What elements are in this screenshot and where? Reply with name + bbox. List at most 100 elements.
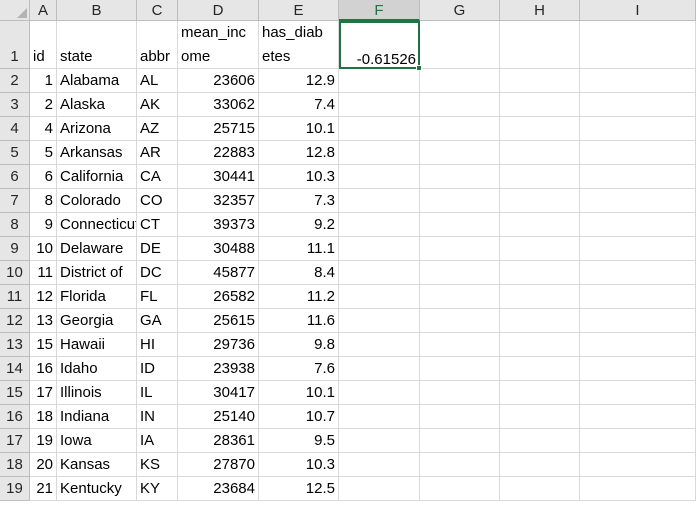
cell-mean-income[interactable]: 25140 — [178, 405, 259, 429]
fill-handle[interactable] — [416, 65, 422, 71]
row-header-4[interactable]: 4 — [0, 117, 30, 141]
empty-cell[interactable] — [580, 117, 696, 141]
cell-has-diabetes[interactable]: 10.1 — [259, 381, 339, 405]
cell-id[interactable]: 6 — [30, 165, 57, 189]
empty-cell[interactable] — [500, 189, 580, 213]
empty-cell[interactable] — [420, 21, 500, 69]
cell-abbr[interactable]: HI — [137, 333, 178, 357]
cell-state[interactable]: Connecticut — [57, 213, 137, 237]
empty-cell[interactable] — [500, 309, 580, 333]
cell-state[interactable]: Florida — [57, 285, 137, 309]
cell-mean-income[interactable]: 30488 — [178, 237, 259, 261]
empty-cell[interactable] — [500, 381, 580, 405]
empty-cell[interactable] — [580, 405, 696, 429]
cell-state[interactable]: Arizona — [57, 117, 137, 141]
cell-mean-income[interactable]: 25715 — [178, 117, 259, 141]
row-header-1[interactable]: 1 — [0, 21, 30, 69]
cell-id[interactable]: 8 — [30, 189, 57, 213]
cell-state[interactable]: Delaware — [57, 237, 137, 261]
row-header-14[interactable]: 14 — [0, 357, 30, 381]
empty-cell[interactable] — [500, 333, 580, 357]
cell-id[interactable]: 2 — [30, 93, 57, 117]
empty-cell[interactable] — [339, 453, 420, 477]
cell-mean-income[interactable]: 32357 — [178, 189, 259, 213]
cell-mean-income[interactable]: 27870 — [178, 453, 259, 477]
empty-cell[interactable] — [420, 213, 500, 237]
cell-abbr[interactable]: AR — [137, 141, 178, 165]
empty-cell[interactable] — [339, 117, 420, 141]
empty-cell[interactable] — [500, 285, 580, 309]
empty-cell[interactable] — [500, 429, 580, 453]
select-all-button[interactable] — [0, 0, 30, 21]
empty-cell[interactable] — [500, 213, 580, 237]
empty-cell[interactable] — [580, 165, 696, 189]
row-header-9[interactable]: 9 — [0, 237, 30, 261]
cell-state[interactable]: Kentucky — [57, 477, 137, 501]
cell-id[interactable]: 19 — [30, 429, 57, 453]
cell-abbr[interactable]: FL — [137, 285, 178, 309]
empty-cell[interactable] — [339, 237, 420, 261]
cell-has-diabetes[interactable]: 10.1 — [259, 117, 339, 141]
cell-id[interactable]: 17 — [30, 381, 57, 405]
empty-cell[interactable] — [420, 69, 500, 93]
column-header-f[interactable]: F — [339, 0, 420, 21]
cell-state[interactable]: Idaho — [57, 357, 137, 381]
cell-id[interactable]: 12 — [30, 285, 57, 309]
row-header-11[interactable]: 11 — [0, 285, 30, 309]
row-header-13[interactable]: 13 — [0, 333, 30, 357]
empty-cell[interactable] — [500, 141, 580, 165]
empty-cell[interactable] — [500, 93, 580, 117]
empty-cell[interactable] — [339, 141, 420, 165]
empty-cell[interactable] — [420, 429, 500, 453]
empty-cell[interactable] — [420, 333, 500, 357]
row-header-17[interactable]: 17 — [0, 429, 30, 453]
empty-cell[interactable] — [339, 165, 420, 189]
row-header-19[interactable]: 19 — [0, 477, 30, 501]
empty-cell[interactable] — [580, 69, 696, 93]
row-header-18[interactable]: 18 — [0, 453, 30, 477]
row-header-6[interactable]: 6 — [0, 165, 30, 189]
column-header-d[interactable]: D — [178, 0, 259, 21]
cell-abbr[interactable]: DC — [137, 261, 178, 285]
cell-abbr[interactable]: KY — [137, 477, 178, 501]
cell-has-diabetes[interactable]: 9.5 — [259, 429, 339, 453]
cell-has-diabetes[interactable]: 9.8 — [259, 333, 339, 357]
empty-cell[interactable] — [580, 333, 696, 357]
empty-cell[interactable] — [580, 141, 696, 165]
cell-has-diabetes[interactable]: 8.4 — [259, 261, 339, 285]
empty-cell[interactable] — [500, 237, 580, 261]
header-cell-mean-income[interactable]: mean_inc ome — [178, 21, 259, 69]
row-header-15[interactable]: 15 — [0, 381, 30, 405]
empty-cell[interactable] — [420, 309, 500, 333]
column-header-c[interactable]: C — [137, 0, 178, 21]
cell-state[interactable]: Kansas — [57, 453, 137, 477]
column-header-g[interactable]: G — [420, 0, 500, 21]
empty-cell[interactable] — [339, 309, 420, 333]
empty-cell[interactable] — [580, 309, 696, 333]
empty-cell[interactable] — [420, 381, 500, 405]
empty-cell[interactable] — [500, 405, 580, 429]
empty-cell[interactable] — [580, 429, 696, 453]
cell-has-diabetes[interactable]: 12.5 — [259, 477, 339, 501]
cell-mean-income[interactable]: 23938 — [178, 357, 259, 381]
empty-cell[interactable] — [339, 189, 420, 213]
cell-abbr[interactable]: DE — [137, 237, 178, 261]
empty-cell[interactable] — [500, 261, 580, 285]
cell-has-diabetes[interactable]: 10.3 — [259, 165, 339, 189]
empty-cell[interactable] — [420, 141, 500, 165]
empty-cell[interactable] — [420, 357, 500, 381]
cell-state[interactable]: Arkansas — [57, 141, 137, 165]
cell-id[interactable]: 5 — [30, 141, 57, 165]
cell-abbr[interactable]: ID — [137, 357, 178, 381]
cell-id[interactable]: 13 — [30, 309, 57, 333]
cell-mean-income[interactable]: 29736 — [178, 333, 259, 357]
column-header-b[interactable]: B — [57, 0, 137, 21]
cell-state[interactable]: Alabama — [57, 69, 137, 93]
cell-id[interactable]: 16 — [30, 357, 57, 381]
empty-cell[interactable] — [580, 477, 696, 501]
cell-has-diabetes[interactable]: 7.4 — [259, 93, 339, 117]
cell-has-diabetes[interactable]: 7.3 — [259, 189, 339, 213]
cell-id[interactable]: 20 — [30, 453, 57, 477]
cell-abbr[interactable]: AK — [137, 93, 178, 117]
empty-cell[interactable] — [500, 357, 580, 381]
